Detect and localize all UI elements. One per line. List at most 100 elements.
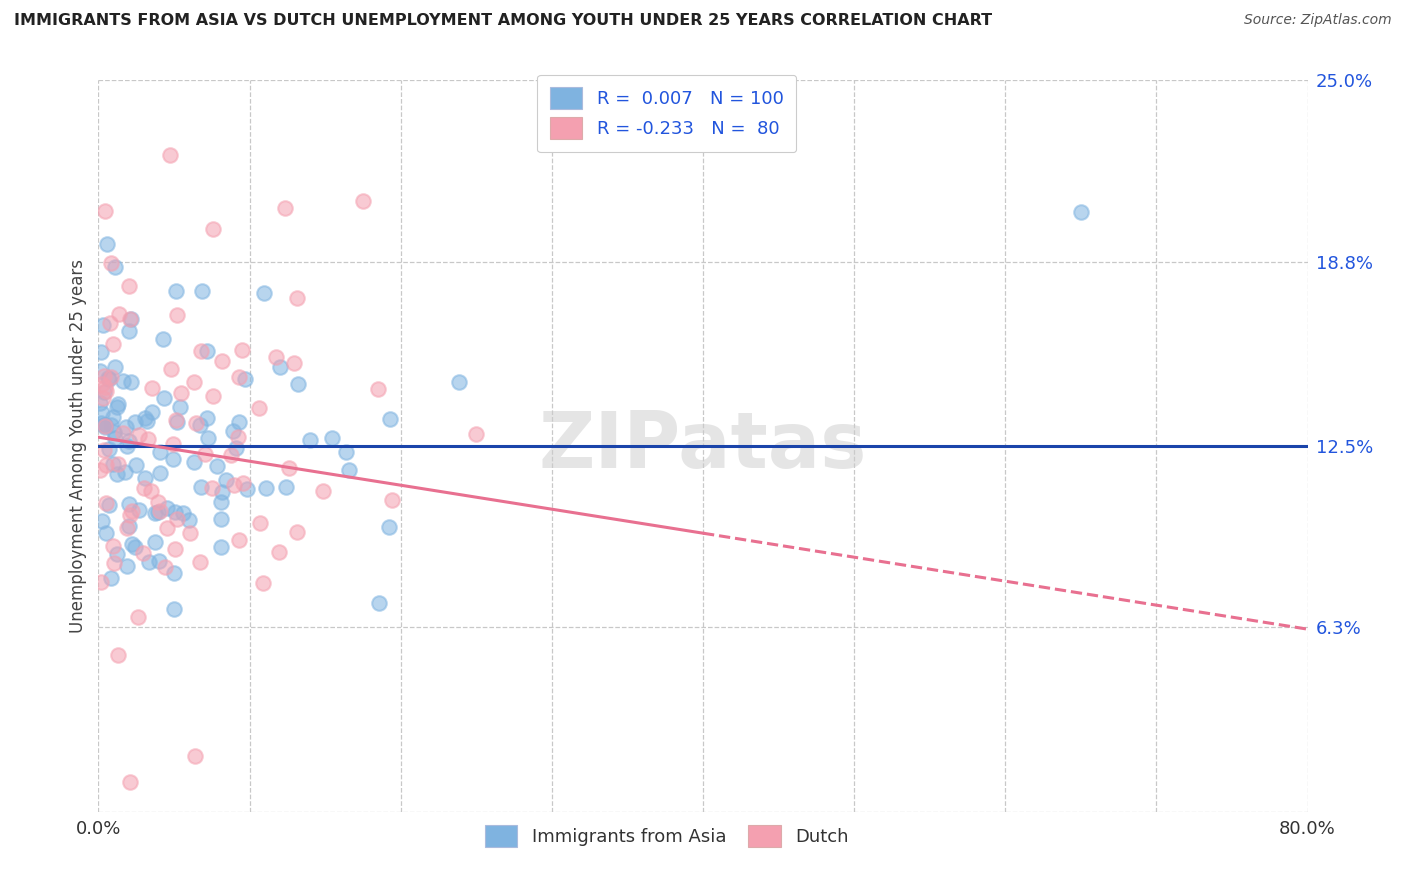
Point [100, 369, 122, 384]
Point [101, 409, 124, 424]
Text: IMMIGRANTS FROM ASIA VS DUTCH UNEMPLOYMENT AMONG YOUTH UNDER 25 YEARS CORRELATIO: IMMIGRANTS FROM ASIA VS DUTCH UNEMPLOYME… [14, 13, 993, 29]
Point [90, 574, 112, 589]
Point [94, 526, 117, 541]
Point [152, 332, 174, 346]
Point [228, 533, 250, 548]
Point [224, 477, 246, 491]
Point [264, 350, 287, 364]
Point [153, 391, 176, 405]
Point [105, 467, 128, 481]
Point [141, 405, 163, 419]
Point [166, 512, 188, 526]
Point [112, 374, 135, 388]
Point [166, 308, 188, 322]
Point [120, 312, 142, 326]
Point [269, 544, 291, 558]
Point [165, 285, 187, 299]
Point [90, 345, 112, 359]
Point [162, 437, 184, 451]
Point [209, 494, 232, 508]
Point [134, 471, 156, 485]
Point [191, 284, 214, 298]
Point [101, 457, 124, 471]
Text: Source: ZipAtlas.com: Source: ZipAtlas.com [1244, 13, 1392, 28]
Point [156, 521, 179, 535]
Point [120, 311, 142, 326]
Point [93, 379, 115, 393]
Point [105, 401, 128, 415]
Point [93, 443, 115, 458]
Point [93, 318, 115, 332]
Point [134, 481, 156, 495]
Point [118, 519, 141, 533]
Point [128, 503, 150, 517]
Point [201, 481, 224, 495]
Legend: Immigrants from Asia, Dutch: Immigrants from Asia, Dutch [478, 817, 856, 854]
Point [287, 377, 309, 392]
Point [107, 648, 129, 663]
Point [136, 432, 159, 446]
Point [1070, 205, 1092, 219]
Point [211, 485, 233, 500]
Point [120, 508, 142, 522]
Point [177, 514, 200, 528]
Point [160, 362, 183, 376]
Point [190, 555, 212, 569]
Point [378, 412, 401, 426]
Point [215, 474, 238, 488]
Point [132, 546, 155, 560]
Point [184, 748, 207, 763]
Point [285, 291, 308, 305]
Point [117, 279, 139, 293]
Point [228, 369, 250, 384]
Point [114, 466, 136, 480]
Point [98, 372, 121, 386]
Point [149, 504, 172, 518]
Point [91, 406, 114, 420]
Point [153, 559, 176, 574]
Point [165, 413, 187, 427]
Point [274, 201, 297, 215]
Point [335, 445, 357, 459]
Point [104, 260, 127, 274]
Point [299, 434, 322, 448]
Point [269, 360, 291, 375]
Point [96, 384, 118, 398]
Point [194, 447, 217, 461]
Point [179, 526, 201, 541]
Point [100, 256, 122, 270]
Point [285, 524, 308, 539]
Point [101, 539, 124, 553]
Point [118, 324, 141, 338]
Point [90, 417, 112, 431]
Point [134, 411, 156, 425]
Point [149, 466, 172, 480]
Point [117, 496, 139, 510]
Point [225, 441, 247, 455]
Point [125, 458, 148, 473]
Point [321, 431, 343, 445]
Point [97, 498, 120, 512]
Point [115, 439, 138, 453]
Point [135, 414, 157, 428]
Text: ZIPatas: ZIPatas [538, 408, 868, 484]
Point [252, 575, 274, 590]
Point [94, 420, 117, 434]
Point [247, 401, 270, 415]
Point [127, 610, 149, 624]
Point [124, 415, 146, 429]
Point [96, 237, 118, 252]
Point [141, 381, 163, 395]
Point [105, 547, 128, 561]
Point [219, 448, 242, 462]
Point [148, 495, 170, 509]
Point [91, 514, 114, 528]
Point [202, 222, 225, 236]
Point [183, 455, 205, 469]
Point [172, 506, 194, 520]
Point [117, 434, 139, 448]
Point [148, 554, 170, 568]
Point [107, 307, 129, 321]
Point [162, 452, 184, 467]
Point [381, 492, 404, 507]
